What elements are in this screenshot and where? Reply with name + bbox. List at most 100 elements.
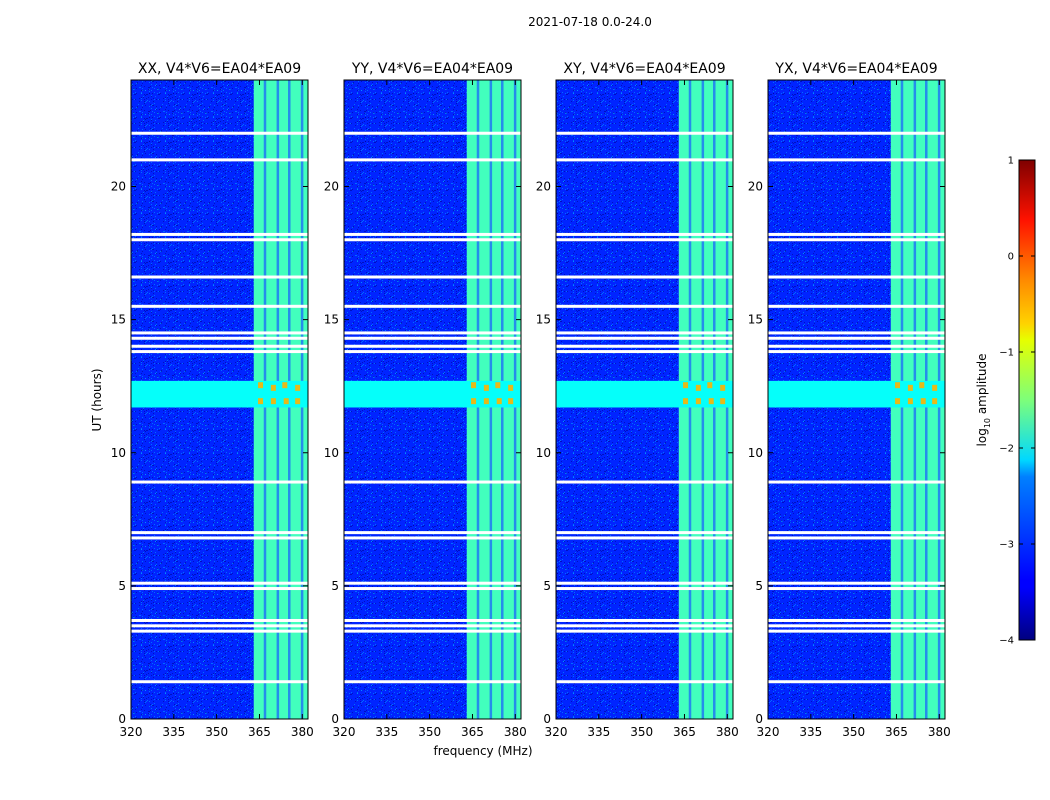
flagged-row [131, 336, 308, 340]
flagged-row [768, 629, 945, 633]
peak-patch [508, 384, 514, 391]
panel-title: XX, V4*V6=EA04*EA09 [138, 61, 301, 77]
peak-patch [695, 384, 701, 391]
peak-patch [283, 398, 289, 405]
peak-patch [932, 384, 938, 391]
flagged-row [131, 581, 308, 585]
flagged-row [768, 531, 945, 535]
flagged-row [556, 131, 733, 135]
colorbar-ticks: 1 0 −1 −2 −3 −4 [999, 156, 1035, 647]
colorbar-tick-label: −2 [999, 444, 1014, 455]
y-tick-label: 0 [331, 712, 339, 726]
y-tick-label: 20 [111, 180, 126, 194]
flagged-row [131, 536, 308, 540]
flagged-row [344, 350, 521, 354]
peak-patch [708, 398, 714, 405]
flagged-row [556, 531, 733, 535]
time-feature-band [768, 380, 945, 408]
flagged-row [344, 624, 521, 628]
flagged-row [768, 331, 945, 335]
flagged-row [344, 232, 521, 236]
flagged-row [344, 629, 521, 633]
peak-patch [683, 382, 689, 389]
y-tick-label: 15 [536, 313, 551, 327]
peak-patch [496, 398, 502, 405]
peak-patch [483, 398, 489, 405]
x-tick-label: 335 [375, 725, 398, 739]
flagged-row [344, 536, 521, 540]
panel-title: XY, V4*V6=EA04*EA09 [563, 61, 725, 77]
peak-patch [907, 398, 913, 405]
flagged-row [556, 344, 733, 348]
flagged-row [556, 618, 733, 622]
flagged-row [768, 536, 945, 540]
colorbar: 1 0 −1 −2 −3 −4 log10 amplitude [975, 156, 1036, 647]
y-tick-label: 15 [748, 313, 763, 327]
flagged-row [131, 624, 308, 628]
flagged-row [344, 275, 521, 279]
figure-suptitle: 2021-07-18 0.0-24.0 [528, 15, 652, 29]
flagged-row [131, 232, 308, 236]
flagged-row [344, 531, 521, 535]
x-tick-label: 380 [504, 725, 527, 739]
flagged-row [768, 618, 945, 622]
peak-patch [695, 398, 701, 405]
x-tick-label: 350 [205, 725, 228, 739]
y-tick-label: 10 [324, 446, 339, 460]
panels: XX, V4*V6=EA04*EA09 320 335 350 365 380 0 5 10 15… [111, 61, 951, 739]
flagged-row [344, 336, 521, 340]
time-feature-band [344, 380, 521, 408]
flagged-row [344, 131, 521, 135]
x-tick-label: 335 [162, 725, 185, 739]
flagged-row [131, 158, 308, 162]
x-tick-label: 320 [333, 725, 356, 739]
flagged-row [131, 629, 308, 633]
time-feature-band [556, 380, 733, 408]
flagged-row [344, 158, 521, 162]
panel-title: YX, V4*V6=EA04*EA09 [774, 61, 937, 77]
panel-frame [555, 79, 734, 720]
flagged-row [768, 480, 945, 484]
peak-patch [295, 398, 301, 405]
panel-heatmap [768, 80, 945, 719]
peak-patch [270, 384, 276, 391]
x-tick-label: 320 [545, 725, 568, 739]
panel-xy: XY, V4*V6=EA04*EA09 320 335 350 365 380 0 5 10 15… [536, 61, 739, 739]
flagged-row [344, 581, 521, 585]
x-tick-label: 365 [673, 725, 696, 739]
peak-patch [471, 382, 477, 389]
flagged-row [556, 587, 733, 591]
flagged-row [556, 480, 733, 484]
y-tick-label: 20 [536, 180, 551, 194]
y-tick-label: 5 [331, 579, 339, 593]
flagged-row [556, 336, 733, 340]
flagged-row [344, 304, 521, 308]
flagged-row [344, 480, 521, 484]
flagged-row [131, 618, 308, 622]
flagged-row [131, 131, 308, 135]
y-tick-label: 5 [118, 579, 126, 593]
panel-heatmap [556, 80, 733, 719]
flagged-row [131, 238, 308, 242]
x-tick-label: 350 [630, 725, 653, 739]
flagged-row [556, 331, 733, 335]
panel-heatmap [344, 80, 521, 719]
flagged-row [131, 587, 308, 591]
peak-patch [895, 382, 901, 389]
flagged-row [131, 304, 308, 308]
y-tick-label: 20 [748, 180, 763, 194]
y-tick-label: 0 [543, 712, 551, 726]
peak-patch [932, 398, 938, 405]
peak-patch [895, 398, 901, 405]
flagged-row [768, 158, 945, 162]
x-tick-label: 335 [799, 725, 822, 739]
x-tick-label: 365 [248, 725, 271, 739]
peak-patch [295, 384, 301, 391]
y-tick-label: 5 [543, 579, 551, 593]
flagged-row [556, 275, 733, 279]
flagged-row [344, 618, 521, 622]
panel-heatmap [131, 80, 308, 719]
flagged-row [768, 336, 945, 340]
y-axis-label: UT (hours) [90, 368, 104, 431]
flagged-row [768, 350, 945, 354]
